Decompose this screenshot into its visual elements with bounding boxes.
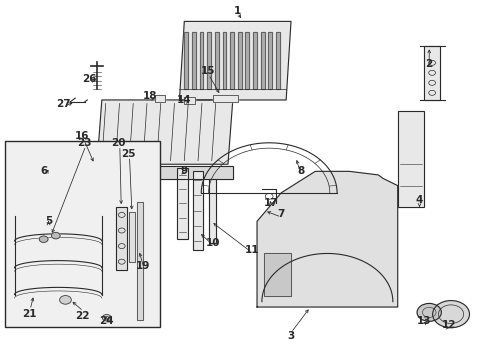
Bar	[199, 32, 203, 89]
Bar	[237, 32, 241, 89]
Bar	[264, 253, 290, 296]
Text: 10: 10	[206, 238, 220, 248]
Bar	[230, 32, 234, 89]
Bar	[193, 171, 202, 250]
Text: 21: 21	[22, 309, 36, 319]
Bar	[92, 166, 232, 178]
Bar	[213, 95, 237, 102]
Bar	[424, 46, 439, 100]
Bar	[193, 171, 202, 250]
Bar	[177, 168, 187, 239]
Text: 20: 20	[111, 138, 126, 148]
Bar	[245, 32, 249, 89]
Text: 24: 24	[99, 316, 114, 326]
Bar	[184, 32, 188, 89]
Text: 13: 13	[416, 316, 431, 326]
Bar	[268, 32, 272, 89]
Bar	[184, 97, 195, 104]
Text: 25: 25	[121, 149, 136, 159]
Bar	[207, 32, 211, 89]
Circle shape	[51, 232, 60, 239]
Bar	[116, 207, 127, 270]
Bar	[184, 97, 195, 104]
Text: 23: 23	[77, 138, 92, 148]
Bar	[208, 178, 215, 243]
Bar	[222, 32, 226, 89]
Bar	[192, 32, 196, 89]
Circle shape	[39, 236, 48, 242]
Bar	[92, 166, 232, 178]
Bar	[397, 111, 424, 207]
Text: 19: 19	[136, 261, 150, 271]
Bar	[192, 32, 196, 89]
Bar	[136, 202, 142, 320]
Bar	[214, 32, 218, 89]
Bar	[213, 95, 237, 102]
Bar	[214, 32, 218, 89]
Text: 9: 9	[181, 166, 187, 176]
Text: 7: 7	[277, 209, 285, 219]
Bar	[208, 178, 215, 243]
Bar	[222, 32, 226, 89]
Polygon shape	[257, 171, 397, 307]
Bar	[424, 46, 439, 100]
Text: 17: 17	[264, 198, 278, 208]
Bar	[155, 95, 165, 102]
Text: 8: 8	[297, 166, 303, 176]
Circle shape	[416, 303, 440, 321]
Text: 5: 5	[45, 216, 52, 226]
Bar	[177, 168, 187, 239]
Text: 12: 12	[440, 320, 455, 330]
Bar	[5, 141, 160, 327]
Bar	[230, 32, 234, 89]
Bar	[207, 32, 211, 89]
Bar	[260, 32, 264, 89]
Bar	[184, 32, 188, 89]
Bar	[245, 32, 249, 89]
Bar	[116, 207, 127, 270]
Bar	[155, 95, 165, 102]
Circle shape	[432, 301, 469, 328]
Text: 22: 22	[75, 311, 90, 321]
Text: 15: 15	[201, 66, 215, 76]
Text: 2: 2	[425, 59, 432, 69]
Text: 11: 11	[244, 245, 259, 255]
Polygon shape	[97, 100, 232, 164]
Bar	[260, 32, 264, 89]
Circle shape	[60, 296, 71, 304]
Text: 4: 4	[415, 195, 423, 205]
Bar	[199, 32, 203, 89]
Text: 27: 27	[56, 99, 70, 109]
Polygon shape	[179, 21, 290, 100]
Text: 16: 16	[75, 131, 90, 141]
Bar	[237, 32, 241, 89]
Bar	[268, 32, 272, 89]
Bar	[264, 253, 290, 296]
Text: 1: 1	[234, 6, 241, 16]
Text: 3: 3	[287, 331, 294, 341]
Bar	[397, 111, 424, 207]
Bar	[129, 212, 135, 262]
Text: 18: 18	[143, 91, 157, 101]
Bar	[275, 32, 279, 89]
Text: 14: 14	[177, 95, 191, 105]
Bar	[129, 212, 135, 262]
Bar	[136, 202, 142, 320]
Circle shape	[102, 315, 111, 321]
Bar	[275, 32, 279, 89]
Bar	[253, 32, 257, 89]
Text: 6: 6	[40, 166, 47, 176]
Text: 26: 26	[82, 74, 97, 84]
Bar	[253, 32, 257, 89]
